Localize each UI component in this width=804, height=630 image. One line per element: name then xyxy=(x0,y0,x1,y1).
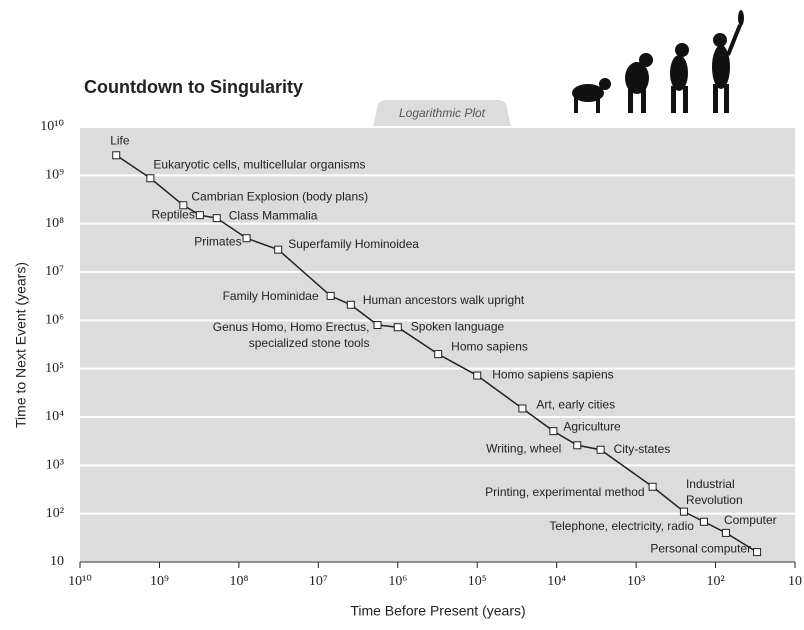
point xyxy=(326,291,335,300)
point xyxy=(648,482,657,491)
point xyxy=(242,234,251,243)
x-tick-label: 10⁶ xyxy=(388,574,407,589)
y-tick-label: 10⁹ xyxy=(45,168,64,183)
x-tick-label: 10¹⁰ xyxy=(68,574,92,589)
point-label: Genus Homo, Homo Erectus, xyxy=(213,320,370,334)
x-axis-label: Time Before Present (years) xyxy=(350,603,525,619)
x-tick-label: 10⁴ xyxy=(547,574,566,589)
y-tick-label: 10⁴ xyxy=(45,409,64,424)
y-tick-label: 10² xyxy=(46,506,64,521)
y-axis-label: Time to Next Event (years) xyxy=(13,262,29,428)
point xyxy=(721,528,730,537)
point-label: Life xyxy=(110,133,130,147)
y-tick-label: 10¹⁰ xyxy=(40,119,64,134)
point xyxy=(393,323,402,332)
evolution-silhouettes xyxy=(572,10,744,113)
point-label: Human ancestors walk upright xyxy=(363,293,525,307)
x-tick-label: 10⁹ xyxy=(150,574,169,589)
point xyxy=(146,174,155,183)
chart-title: Countdown to Singularity xyxy=(84,77,303,97)
point-label: Primates xyxy=(194,234,241,248)
y-tick-label: 10⁵ xyxy=(45,361,64,376)
point-label: Spoken language xyxy=(411,319,505,333)
tab xyxy=(373,100,511,127)
point-label: Telephone, electricity, radio xyxy=(549,519,694,533)
point-label: specialized stone tools xyxy=(249,336,370,350)
point xyxy=(346,300,355,309)
point xyxy=(373,321,382,330)
y-tick-label: 10³ xyxy=(46,458,64,473)
point-label: Agriculture xyxy=(563,419,621,433)
point-label: Family Hominidae xyxy=(223,289,319,303)
point xyxy=(518,404,527,413)
point xyxy=(473,371,482,380)
point xyxy=(274,245,283,254)
point-label: Art, early cities xyxy=(536,398,615,412)
y-tick-label: 10⁷ xyxy=(45,264,64,279)
point xyxy=(212,214,221,223)
point-label: Homo sapiens xyxy=(451,339,528,353)
point xyxy=(596,445,605,454)
point-label: Homo sapiens sapiens xyxy=(492,368,613,382)
point xyxy=(549,427,558,436)
point-label: Superfamily Hominoidea xyxy=(288,237,419,251)
x-tick-label: 10⁸ xyxy=(229,574,248,589)
point-label: Computer xyxy=(724,513,777,527)
point xyxy=(573,441,582,450)
point xyxy=(753,548,762,557)
point xyxy=(195,211,204,220)
point xyxy=(179,201,188,210)
point-label: Eukaryotic cells, multicellular organism… xyxy=(153,157,365,171)
y-tick-label: 10⁶ xyxy=(45,313,64,328)
point xyxy=(679,507,688,516)
point xyxy=(699,517,708,526)
y-tick-label: 10 xyxy=(50,554,64,569)
x-tick-label: 10 xyxy=(788,574,802,589)
plot-area xyxy=(80,127,795,562)
x-tick-label: 10⁵ xyxy=(468,574,487,589)
x-tick-label: 10² xyxy=(706,574,724,589)
subtitle: Logarithmic Plot xyxy=(399,106,486,120)
x-tick-label: 10⁷ xyxy=(309,574,328,589)
point-label: Printing, experimental method xyxy=(485,485,644,499)
point-label: Writing, wheel xyxy=(486,441,561,455)
point-label: Industrial xyxy=(686,477,735,491)
series-line xyxy=(115,154,758,553)
point-label: Revolution xyxy=(686,493,743,507)
point-label: Reptiles xyxy=(151,207,194,221)
y-tick-label: 10⁸ xyxy=(45,216,64,231)
point xyxy=(434,350,443,359)
point xyxy=(112,151,121,160)
point-label: Class Mammalia xyxy=(229,208,318,222)
point-label: Cambrian Explosion (body plans) xyxy=(191,189,368,203)
point-label: Personal computer xyxy=(650,541,751,555)
x-tick-label: 10³ xyxy=(627,574,645,589)
point-label: City-states xyxy=(614,442,671,456)
